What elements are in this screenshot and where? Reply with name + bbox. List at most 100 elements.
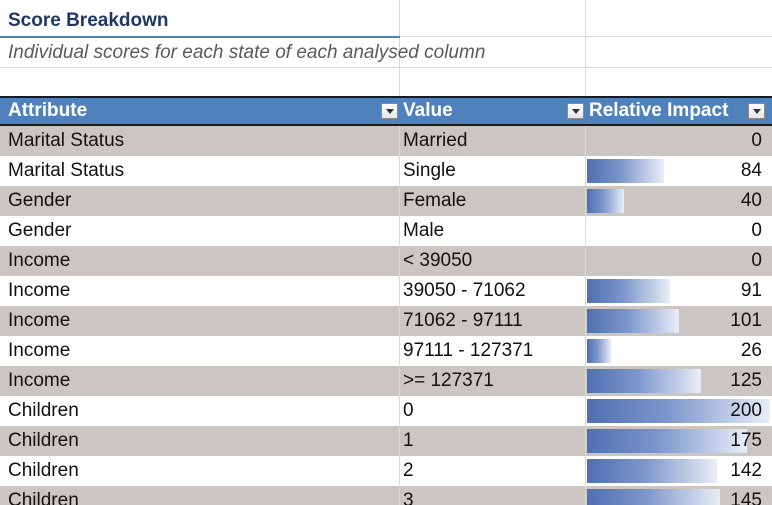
cell-attribute[interactable]: Gender xyxy=(8,190,72,211)
impact-value: 0 xyxy=(751,130,762,151)
filter-dropdown-icon[interactable] xyxy=(567,103,584,119)
grid-line xyxy=(399,276,400,306)
filter-dropdown-icon[interactable] xyxy=(381,103,398,119)
impact-value: 0 xyxy=(751,220,762,241)
grid-line xyxy=(399,156,400,186)
data-bar xyxy=(587,189,624,213)
grid-line xyxy=(585,306,586,336)
table-row[interactable]: Income 71062 - 97111 101 xyxy=(0,306,772,336)
cell-attribute[interactable]: Income xyxy=(8,310,71,331)
cell-relative-impact[interactable]: 175 xyxy=(586,426,772,456)
data-bar xyxy=(587,339,611,363)
grid-line xyxy=(585,366,586,396)
cell-value[interactable]: 1 xyxy=(403,430,414,451)
grid-line xyxy=(399,336,400,366)
cell-value[interactable]: 71062 - 97111 xyxy=(403,310,523,331)
grid-line xyxy=(585,156,586,186)
grid-line xyxy=(399,486,400,505)
cell-value[interactable]: 0 xyxy=(403,400,414,421)
cell-value[interactable]: Married xyxy=(403,130,468,151)
grid-line xyxy=(399,186,400,216)
data-bar xyxy=(587,159,664,183)
table-row[interactable]: Gender Female 40 xyxy=(0,186,772,216)
table-row[interactable]: Income 39050 - 71062 91 xyxy=(0,276,772,306)
grid-line xyxy=(399,0,400,96)
cell-attribute[interactable]: Marital Status xyxy=(8,130,125,151)
cell-value[interactable]: 97111 - 127371 xyxy=(403,340,534,361)
cell-attribute[interactable]: Children xyxy=(8,460,79,481)
filter-dropdown-icon[interactable] xyxy=(748,103,765,119)
column-header-relative-impact[interactable]: Relative Impact xyxy=(581,98,772,124)
grid-line xyxy=(399,216,400,246)
cell-attribute[interactable]: Income xyxy=(8,370,71,391)
impact-value: 175 xyxy=(730,430,762,451)
impact-value: 125 xyxy=(730,370,762,391)
sheet-title: Score Breakdown xyxy=(8,10,169,31)
data-bar xyxy=(587,369,701,393)
data-bar xyxy=(587,309,679,333)
grid-line xyxy=(399,366,400,396)
data-bar xyxy=(587,429,747,453)
column-header-label: Relative Impact xyxy=(589,100,729,121)
cell-attribute[interactable]: Marital Status xyxy=(8,160,125,181)
grid-line xyxy=(585,0,586,96)
cell-relative-impact[interactable]: 26 xyxy=(586,336,772,366)
cell-relative-impact[interactable]: 0 xyxy=(586,246,772,276)
cell-relative-impact[interactable]: 200 xyxy=(586,396,772,426)
table-row[interactable]: Children 1 175 xyxy=(0,426,772,456)
cell-relative-impact[interactable]: 145 xyxy=(586,486,772,505)
grid-line xyxy=(399,396,400,426)
title-underline xyxy=(0,36,400,38)
grid-line xyxy=(399,306,400,336)
grid-line xyxy=(399,456,400,486)
cell-value[interactable]: Female xyxy=(403,190,467,211)
cell-attribute[interactable]: Income xyxy=(8,280,71,301)
table-row[interactable]: Children 2 142 xyxy=(0,456,772,486)
table-row[interactable]: Children 0 200 xyxy=(0,396,772,426)
cell-relative-impact[interactable]: 84 xyxy=(586,156,772,186)
cell-relative-impact[interactable]: 125 xyxy=(586,366,772,396)
cell-attribute[interactable]: Children xyxy=(8,490,79,505)
cell-attribute[interactable]: Children xyxy=(8,400,79,421)
column-header-value[interactable]: Value xyxy=(395,98,585,124)
data-bar xyxy=(587,489,720,505)
grid-line xyxy=(585,186,586,216)
sheet-subtitle: Individual scores for each state of each… xyxy=(8,42,486,63)
grid-line xyxy=(585,216,586,246)
cell-relative-impact[interactable]: 101 xyxy=(586,306,772,336)
table-row[interactable]: Income 97111 - 127371 26 xyxy=(0,336,772,366)
cell-attribute[interactable]: Children xyxy=(8,430,79,451)
cell-value[interactable]: Male xyxy=(403,220,445,241)
cell-relative-impact[interactable]: 0 xyxy=(586,126,772,156)
cell-relative-impact[interactable]: 40 xyxy=(586,186,772,216)
table-row[interactable]: Gender Male 0 xyxy=(0,216,772,246)
cell-relative-impact[interactable]: 0 xyxy=(586,216,772,246)
table-row[interactable]: Marital Status Married 0 xyxy=(0,126,772,156)
cell-relative-impact[interactable]: 142 xyxy=(586,456,772,486)
cell-value[interactable]: 2 xyxy=(403,460,414,481)
cell-attribute[interactable]: Gender xyxy=(8,220,72,241)
impact-value: 145 xyxy=(730,490,762,505)
cell-value[interactable]: 3 xyxy=(403,490,414,505)
table-row[interactable]: Income >= 127371 125 xyxy=(0,366,772,396)
cell-value[interactable]: < 39050 xyxy=(403,250,473,271)
impact-value: 84 xyxy=(740,160,762,181)
column-header-attribute[interactable]: Attribute xyxy=(0,98,400,124)
cell-value[interactable]: Single xyxy=(403,160,456,181)
data-bar xyxy=(587,459,717,483)
cell-value[interactable]: 39050 - 71062 xyxy=(403,280,526,301)
cell-relative-impact[interactable]: 91 xyxy=(586,276,772,306)
cell-attribute[interactable]: Income xyxy=(8,340,71,361)
table-row[interactable]: Income < 39050 0 xyxy=(0,246,772,276)
table-row[interactable]: Children 3 145 xyxy=(0,486,772,505)
impact-value: 91 xyxy=(740,280,762,301)
cell-value[interactable]: >= 127371 xyxy=(403,370,494,391)
impact-value: 142 xyxy=(730,460,762,481)
column-header-label: Value xyxy=(403,100,453,121)
cell-attribute[interactable]: Income xyxy=(8,250,71,271)
table-row[interactable]: Marital Status Single 84 xyxy=(0,156,772,186)
grid-line xyxy=(585,276,586,306)
grid-line xyxy=(585,396,586,426)
grid-line xyxy=(399,426,400,456)
